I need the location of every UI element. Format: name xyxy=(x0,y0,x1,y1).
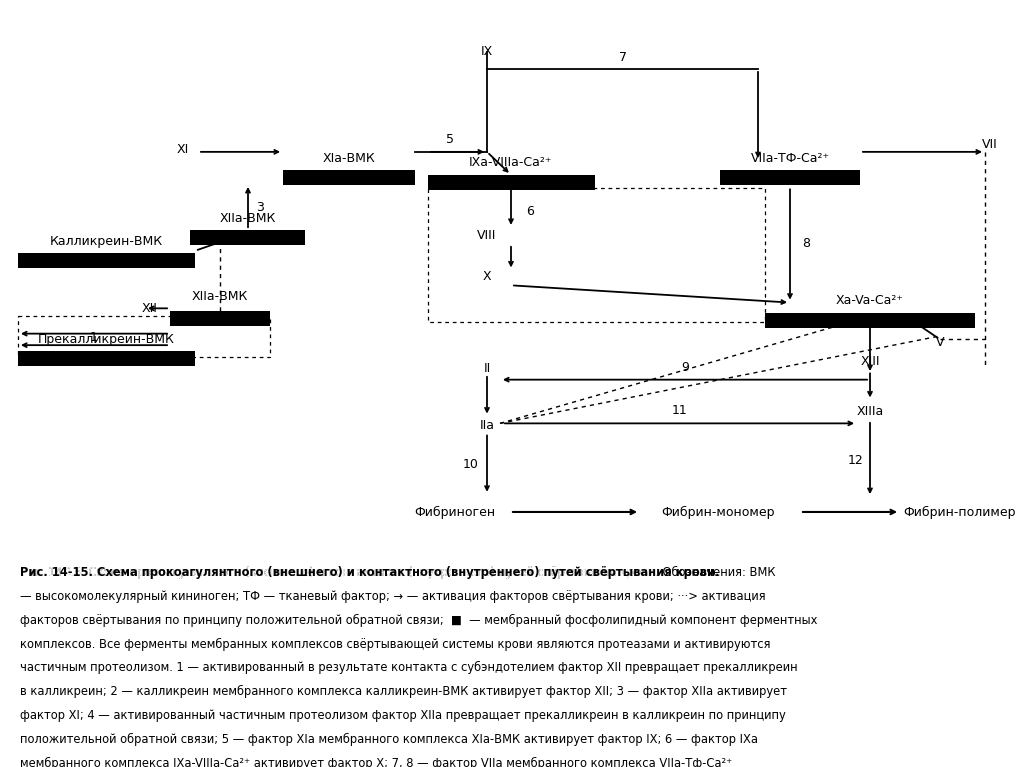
Text: Прекалликреин-ВМК: Прекалликреин-ВМК xyxy=(38,333,174,346)
Text: Фибриноген: Фибриноген xyxy=(415,505,496,518)
Text: Рис. 14-15. Схема прокоагулянтного (внешнего) и контактного (внутреннего) путей : Рис. 14-15. Схема прокоагулянтного (внеш… xyxy=(20,566,720,579)
Text: 9: 9 xyxy=(681,360,689,374)
Text: Калликреин-ВМК: Калликреин-ВМК xyxy=(49,235,163,248)
Text: Xa-Va-Ca²⁺: Xa-Va-Ca²⁺ xyxy=(836,294,904,307)
Text: XI: XI xyxy=(177,143,189,156)
Text: 10: 10 xyxy=(463,459,479,471)
Text: XIII: XIII xyxy=(860,355,880,367)
Text: частичным протеолизом. 1 — активированный в результате контакта с субэндотелием : частичным протеолизом. 1 — активированны… xyxy=(20,661,798,674)
Text: комплексов. Все ферменты мембранных комплексов свёртывающей системы крови являют: комплексов. Все ферменты мембранных комп… xyxy=(20,637,771,650)
Text: — высокомолекулярный кининоген; ТФ — тканевый фактор; → — активация факторов свё: — высокомолекулярный кининоген; ТФ — тка… xyxy=(20,590,766,603)
Text: Фибрин-полимер: Фибрин-полимер xyxy=(904,505,1016,518)
Text: XIIa-ВМК: XIIa-ВМК xyxy=(191,291,248,303)
Text: VII: VII xyxy=(982,139,997,151)
Text: 1: 1 xyxy=(90,331,98,344)
Text: IX: IX xyxy=(481,45,494,58)
Text: II: II xyxy=(483,362,490,374)
Text: мембранного комплекса IXa-VIIIa-Ca²⁺ активирует фактор X; 7, 8 — фактор VIIа мем: мембранного комплекса IXa-VIIIa-Ca²⁺ акт… xyxy=(20,756,733,767)
Text: 11: 11 xyxy=(672,404,688,417)
Text: IXa-VIIIa-Ca²⁺: IXa-VIIIa-Ca²⁺ xyxy=(469,156,553,169)
Text: Рис. 14-15. Схема прокоагулянтного (внешнего) и контактного (внутреннего) путей : Рис. 14-15. Схема прокоагулянтного (внеш… xyxy=(20,566,776,579)
Text: X: X xyxy=(482,270,492,282)
Text: положительной обратной связи; 5 — фактор XIа мембранного комплекса XIа-ВМК актив: положительной обратной связи; 5 — фактор… xyxy=(20,732,759,746)
Text: VIIa-ТФ-Ca²⁺: VIIa-ТФ-Ca²⁺ xyxy=(751,153,829,165)
Text: 7: 7 xyxy=(618,51,627,64)
Bar xyxy=(765,313,975,328)
Text: XII: XII xyxy=(142,302,158,314)
Text: IIa: IIa xyxy=(479,420,495,432)
Bar xyxy=(283,170,415,186)
Bar xyxy=(18,351,195,366)
Text: 12: 12 xyxy=(848,454,864,466)
Text: Фибрин-мономер: Фибрин-мономер xyxy=(662,505,775,518)
Text: 4: 4 xyxy=(231,310,239,323)
Bar xyxy=(170,311,270,325)
Bar xyxy=(190,230,305,245)
Text: XIIIa: XIIIa xyxy=(856,406,884,418)
Text: VIII: VIII xyxy=(477,229,497,242)
Bar xyxy=(18,253,195,268)
Text: XIIa-ВМК: XIIa-ВМК xyxy=(220,212,276,225)
Text: XIa-ВМК: XIa-ВМК xyxy=(323,153,376,165)
Text: в калликреин; 2 — калликреин мембранного комплекса калликреин-ВМК активирует фак: в калликреин; 2 — калликреин мембранного… xyxy=(20,685,787,698)
Text: Рис. 14-15. Схема прокоагулянтного (внешнего) и контактного (внутреннего) путей : Рис. 14-15. Схема прокоагулянтного (внеш… xyxy=(20,566,659,579)
Text: 3: 3 xyxy=(256,201,264,213)
Text: V: V xyxy=(936,337,944,349)
Bar xyxy=(428,175,595,190)
Bar xyxy=(720,170,860,186)
Text: 8: 8 xyxy=(802,238,810,250)
Text: 6: 6 xyxy=(526,206,534,218)
Text: 5: 5 xyxy=(446,133,454,146)
Text: 2: 2 xyxy=(211,235,219,248)
Text: факторов свёртывания по принципу положительной обратной связи;  ■  — мембранный : факторов свёртывания по принципу положит… xyxy=(20,614,818,627)
Text: фактор XI; 4 — активированный частичным протеолизом фактор XIIа превращает прека: фактор XI; 4 — активированный частичным … xyxy=(20,709,786,722)
